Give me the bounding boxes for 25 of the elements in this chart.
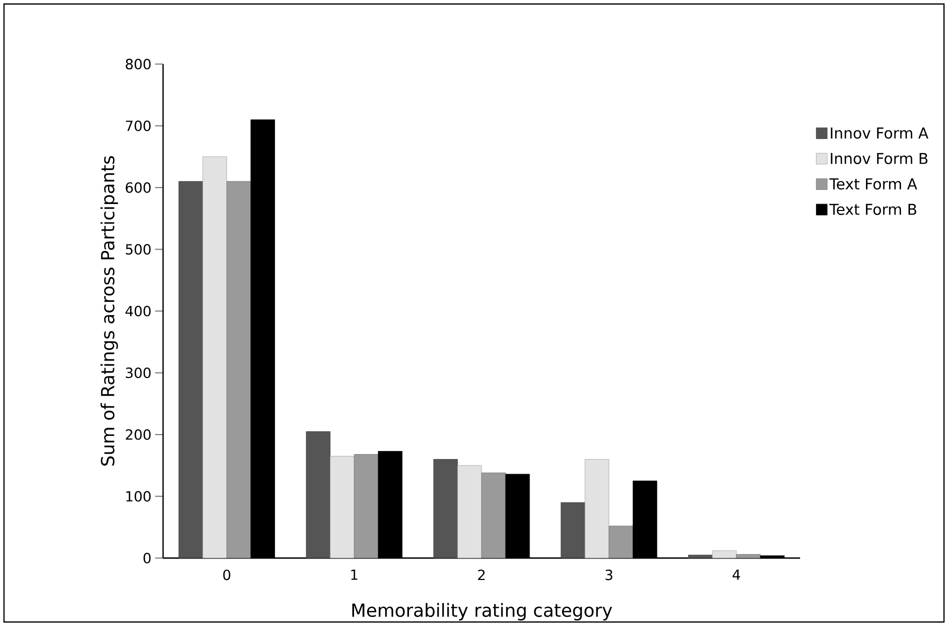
bar: [178, 181, 203, 558]
y-tick-label: 600: [126, 182, 151, 193]
y-axis-title: Sum of Ratings across Participants: [100, 156, 118, 466]
legend-label: Innov Form A: [830, 128, 928, 139]
x-tick-label: 2: [478, 570, 485, 580]
bar: [688, 554, 713, 558]
x-tick-label: 4: [732, 570, 740, 580]
legend-label: Text Form B: [829, 204, 916, 216]
y-tick-label: 300: [126, 368, 151, 378]
y-tick-label: 100: [126, 491, 151, 502]
x-axis-title: Memorability rating category: [352, 603, 612, 620]
y-tick-label: 800: [126, 58, 151, 70]
y-tick-label: 500: [126, 244, 151, 255]
y-tick-label: 200: [126, 429, 151, 440]
bar: [560, 502, 586, 558]
x-tick-label: 1: [351, 570, 358, 580]
x-tick-label: 3: [606, 570, 612, 580]
legend-label: Text Form A: [829, 178, 918, 190]
legend-label: Innov Form B: [830, 152, 928, 164]
y-tick-label: 700: [126, 120, 151, 132]
y-tick-label: 400: [126, 306, 151, 316]
bar: [306, 431, 330, 558]
bar: [433, 459, 458, 558]
y-tick-label: 0: [144, 552, 151, 564]
x-tick-label: 0: [223, 570, 230, 580]
